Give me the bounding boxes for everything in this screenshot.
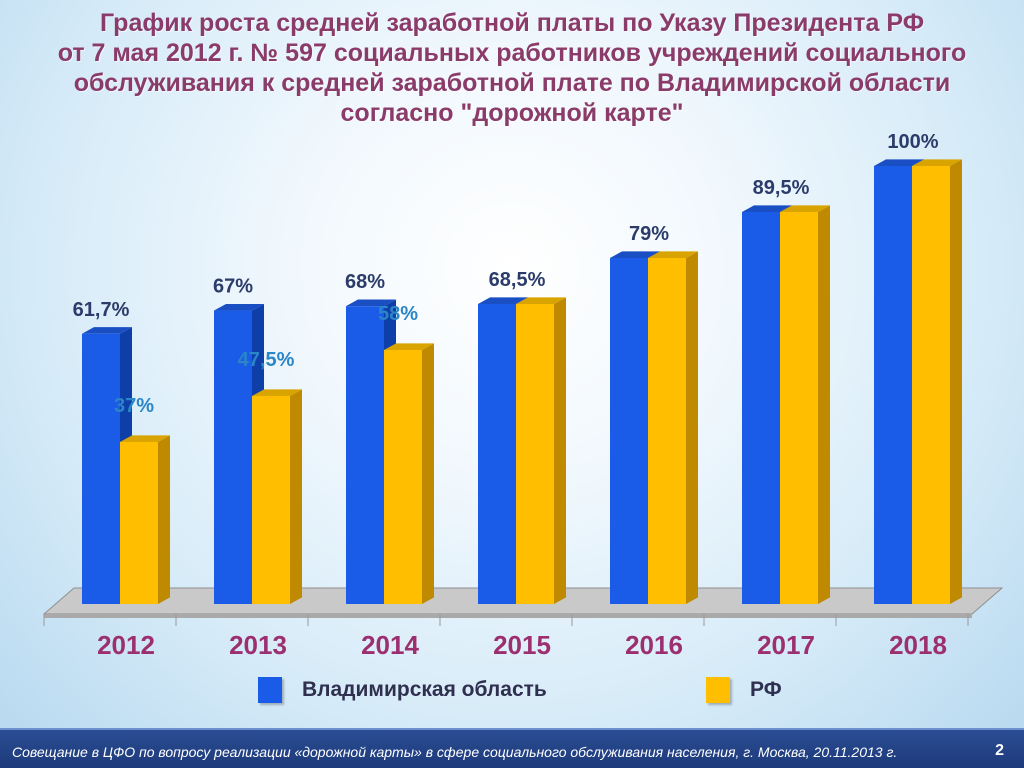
bar-vladimir-top bbox=[874, 159, 924, 166]
bar-vladimir-top bbox=[82, 327, 132, 334]
bar-rf-top bbox=[120, 435, 170, 442]
bar-rf bbox=[384, 349, 422, 604]
category-label: 2017 bbox=[757, 630, 815, 660]
bar-rf bbox=[516, 303, 554, 604]
bar-rf-side bbox=[158, 435, 170, 604]
category-label: 2015 bbox=[493, 630, 551, 660]
bar-rf-side bbox=[554, 297, 566, 604]
bar-vladimir-top bbox=[610, 251, 660, 258]
bar-rf-top bbox=[252, 389, 302, 396]
data-label-vladimir: 67% bbox=[213, 276, 253, 298]
legend-swatch-rf bbox=[706, 677, 730, 703]
page-number: 2 bbox=[995, 742, 1004, 759]
bar-vladimir bbox=[82, 333, 120, 604]
legend-item-vladimir: Владимирская область bbox=[258, 676, 547, 704]
legend-item-rf: РФ bbox=[706, 676, 782, 704]
bar-rf-side bbox=[422, 343, 434, 604]
title-line: обслуживания к средней заработной плате … bbox=[73, 69, 951, 97]
category-label: 2013 bbox=[229, 630, 287, 660]
bar-rf-top bbox=[516, 297, 566, 304]
legend-label-rf: РФ bbox=[750, 678, 782, 701]
bar-vladimir bbox=[610, 257, 648, 604]
data-label-rf: 37% bbox=[114, 395, 154, 417]
footer-text: Совещание в ЦФО по вопросу реализации «д… bbox=[12, 744, 898, 760]
bar-vladimir bbox=[874, 166, 912, 604]
title-line: согласно "дорожной карте" bbox=[340, 99, 684, 127]
data-label-vladimir: 89,5% bbox=[753, 177, 810, 199]
bar-rf bbox=[780, 211, 818, 605]
bar-rf-side bbox=[950, 159, 962, 604]
category-label: 2014 bbox=[361, 630, 419, 660]
title-line: График роста средней заработной платы по… bbox=[99, 9, 925, 37]
bar-rf bbox=[120, 441, 158, 604]
category-label: 2018 bbox=[889, 630, 947, 660]
bar-vladimir bbox=[478, 303, 516, 604]
bar-rf-top bbox=[780, 205, 830, 212]
bar-rf-top bbox=[384, 343, 434, 350]
data-label-vladimir: 68% bbox=[345, 271, 385, 293]
bar-rf bbox=[912, 166, 950, 604]
bar-rf-top bbox=[912, 159, 962, 166]
bar-rf-top bbox=[648, 251, 698, 258]
data-label-vladimir: 100% bbox=[887, 131, 938, 153]
bar-rf-side bbox=[818, 205, 830, 604]
data-label-rf: 58% bbox=[378, 303, 418, 325]
bar-rf-side bbox=[686, 251, 698, 604]
chart-floor-edge bbox=[44, 614, 972, 618]
bar-rf bbox=[648, 257, 686, 604]
legend-swatch-vladimir bbox=[258, 677, 282, 703]
data-label-vladimir: 61,7% bbox=[73, 299, 130, 321]
slide-title: График роста средней заработной платы по… bbox=[20, 8, 1004, 128]
footer-bar: Совещание в ЦФО по вопросу реализации «д… bbox=[0, 728, 1024, 768]
legend-label-vladimir: Владимирская область bbox=[302, 678, 547, 701]
category-label: 2012 bbox=[97, 630, 155, 660]
bar-vladimir-top bbox=[346, 299, 396, 307]
bar-vladimir-top bbox=[478, 297, 528, 304]
category-label: 2016 bbox=[625, 630, 683, 660]
bar-vladimir-top bbox=[214, 303, 264, 311]
data-label-vladimir: 79% bbox=[629, 223, 669, 245]
data-label-rf: 47,5% bbox=[238, 349, 295, 371]
title-line: от 7 мая 2012 г. № 597 социальных работн… bbox=[57, 39, 967, 67]
data-label-vladimir: 68,5% bbox=[489, 269, 546, 291]
bar-vladimir bbox=[742, 211, 780, 605]
bar-vladimir bbox=[214, 310, 252, 604]
bar-vladimir bbox=[346, 306, 384, 604]
bar-vladimir-top bbox=[742, 205, 792, 212]
bar-rf bbox=[252, 395, 290, 604]
bar-chart: 61,7% 37% 2012 67% 47,5% 2013 68% 58% 2014 68,5% 2… bbox=[42, 131, 1004, 660]
bar-rf-side bbox=[290, 389, 302, 604]
